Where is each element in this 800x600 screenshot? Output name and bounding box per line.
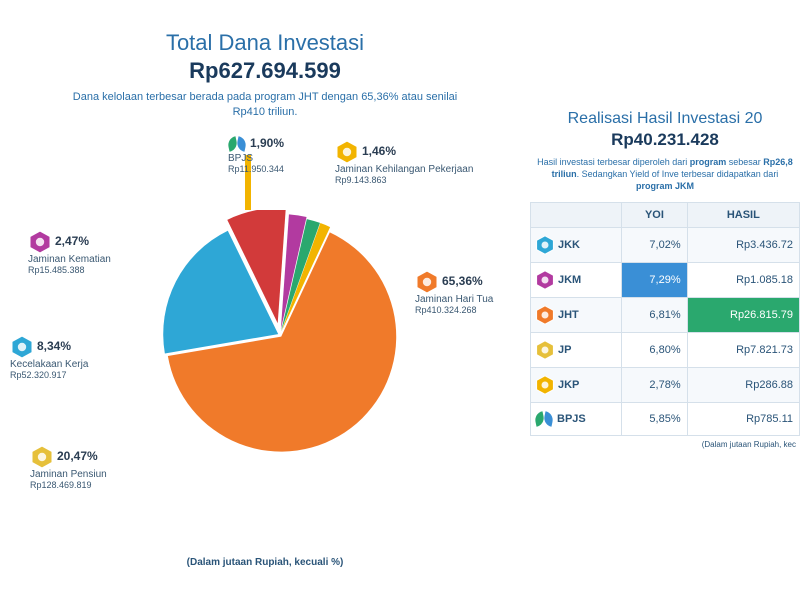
- left-subtitle: Dana kelolaan terbesar berada pada progr…: [60, 90, 470, 120]
- hex-icon: [415, 270, 439, 294]
- left-title: Total Dana Investasi: [60, 30, 470, 56]
- table-row: JKK7,02%Rp3.436.72: [531, 228, 800, 263]
- right-title: Realisasi Hasil Investasi 20: [530, 110, 800, 128]
- callout-jkk: 8,34%Kecelakaan KerjaRp52.320.917: [10, 335, 88, 380]
- col-header: [531, 203, 622, 228]
- table-row: BPJS5,85%Rp785.11: [531, 403, 800, 436]
- right-amount: Rp40.231.428: [530, 130, 800, 150]
- left-footnote: (Dalam jutaan Rupiah, kecuali %): [0, 557, 530, 568]
- right-footnote: (Dalam jutaan Rupiah, kec: [530, 440, 800, 449]
- callout-jkp: 1,46%Jaminan Kehilangan PekerjaanRp9.143…: [335, 140, 473, 185]
- pie-chart: [155, 210, 405, 460]
- hex-icon: [28, 230, 52, 254]
- right-subtitle: Hasil investasi terbesar diperoleh dari …: [534, 156, 796, 192]
- leaf-icon: [535, 410, 553, 428]
- hex-icon: [535, 270, 555, 290]
- hex-icon: [535, 235, 555, 255]
- callout-bpjs: 1,90%BPJSRp11.950.344: [228, 135, 284, 174]
- hex-icon: [30, 445, 54, 469]
- callout-jht: 65,36%Jaminan Hari TuaRp410.324.268: [415, 270, 493, 315]
- left-amount: Rp627.694.599: [60, 58, 470, 84]
- hex-icon: [535, 340, 555, 360]
- table-row: JKP2,78%Rp286.88: [531, 368, 800, 403]
- callout-jkm: 2,47%Jaminan KematianRp15.485.388: [28, 230, 111, 275]
- hex-icon: [535, 375, 555, 395]
- col-header: YOI: [622, 203, 687, 228]
- col-header: HASIL: [687, 203, 799, 228]
- hex-icon: [335, 140, 359, 164]
- table-row: JHT6,81%Rp26.815.79: [531, 298, 800, 333]
- table-row: JKM7,29%Rp1.085.18: [531, 263, 800, 298]
- results-table: YOIHASIL JKK7,02%Rp3.436.72JKM7,29%Rp1.0…: [530, 202, 800, 436]
- hex-icon: [535, 305, 555, 325]
- leaf-icon: [228, 135, 246, 153]
- callout-jp: 20,47%Jaminan PensiunRp128.469.819: [30, 445, 107, 490]
- table-row: JP6,80%Rp7.821.73: [531, 333, 800, 368]
- hex-icon: [10, 335, 34, 359]
